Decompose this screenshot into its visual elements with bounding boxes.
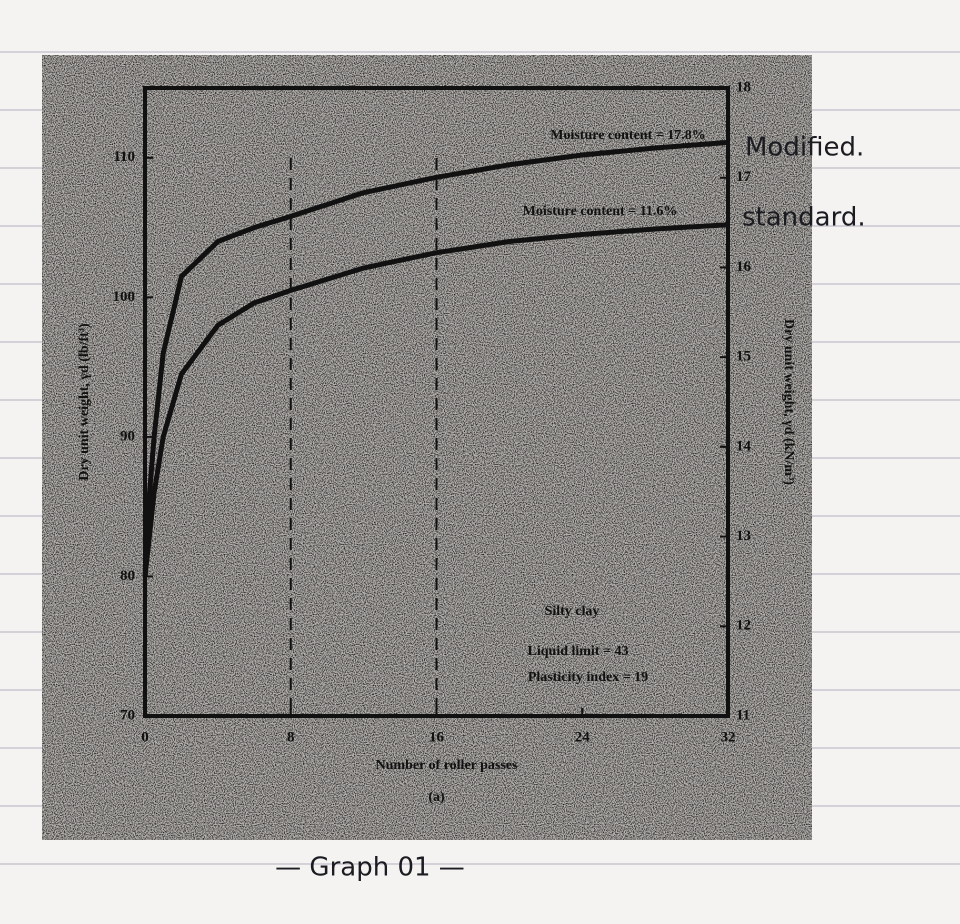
y2-axis-label: Dry unit weight, γd (kN/m³) bbox=[781, 319, 796, 485]
photo-texture bbox=[42, 55, 812, 840]
y2-tick-label: 16 bbox=[736, 259, 752, 275]
handwritten-note: Modified. bbox=[745, 133, 864, 163]
chart: 0 8 16 24 32 70 80 90 100 110 11 12 13 14 15 16 17 18 Numb… bbox=[77, 79, 865, 882]
annotation: Liquid limit = 43 bbox=[528, 644, 629, 659]
y2-tick-label: 11 bbox=[736, 707, 750, 723]
y2-tick-label: 18 bbox=[736, 79, 751, 95]
x-tick-label: 0 bbox=[141, 729, 149, 745]
series-line bbox=[142, 139, 729, 577]
y-tick-label: 80 bbox=[120, 568, 135, 584]
x-tick-label: 16 bbox=[429, 729, 445, 745]
y-tick-label: 100 bbox=[113, 289, 136, 305]
y2-tick-label: 17 bbox=[736, 169, 752, 185]
series-label: Moisture content = 11.6% bbox=[523, 204, 678, 219]
y2-tick-label: 15 bbox=[736, 349, 751, 365]
y2-tick-label: 14 bbox=[736, 438, 752, 454]
x-tick-label: 32 bbox=[721, 729, 736, 745]
y2-tick-label: 12 bbox=[736, 618, 751, 634]
handwritten-note: — Graph 01 — bbox=[275, 853, 465, 883]
y-tick-label: 110 bbox=[113, 149, 135, 165]
x-tick-label: 8 bbox=[287, 729, 295, 745]
y-axis-label: Dry unit weight, γd (lb/ft³) bbox=[77, 323, 92, 481]
x-tick-label: 24 bbox=[575, 729, 591, 745]
series-label: Moisture content = 17.8% bbox=[550, 128, 705, 143]
annotation: Plasticity index = 19 bbox=[528, 670, 648, 685]
x-axis-label: Number of roller passes bbox=[376, 758, 518, 773]
y-tick-label: 90 bbox=[120, 428, 135, 444]
subcaption: (a) bbox=[428, 790, 445, 805]
y2-tick-label: 13 bbox=[736, 528, 751, 544]
series-line bbox=[142, 222, 729, 577]
handwritten-note: standard. bbox=[742, 203, 866, 233]
annotation: Silty clay bbox=[545, 604, 600, 619]
y-tick-label: 70 bbox=[120, 707, 135, 723]
